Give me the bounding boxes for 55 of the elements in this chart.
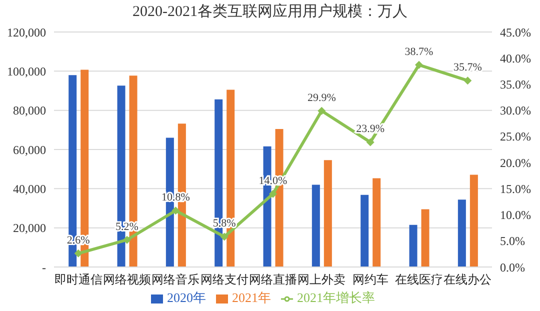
- x-tick-label: 在线医疗: [395, 272, 443, 287]
- bar: [360, 194, 369, 267]
- y2-tick-label: 45.0%: [500, 25, 531, 40]
- point: [318, 106, 326, 115]
- y-tick-label: 120,000: [7, 25, 46, 40]
- y-tick-label: 100,000: [7, 64, 46, 78]
- bar: [421, 209, 430, 267]
- point: [464, 76, 472, 85]
- bar: [470, 174, 478, 267]
- y-tick-label: 80,000: [13, 104, 46, 118]
- x-tick-label: 网上外卖: [298, 272, 346, 287]
- y2-tick-label: 25.0%: [500, 130, 531, 144]
- bar: [372, 178, 381, 267]
- legend-label: 2021年增长率: [297, 290, 375, 305]
- point: [220, 232, 228, 241]
- data-label: 38.7%: [404, 46, 434, 58]
- x-tick-label: 网络直播: [249, 272, 297, 287]
- y-tick-label: 40,000: [13, 182, 46, 196]
- data-label: 29.9%: [307, 92, 336, 104]
- data-label: 5.2%: [116, 220, 138, 233]
- x-tick-label: 即时通信: [54, 272, 102, 287]
- y2-tick-label: 5.0%: [500, 234, 525, 248]
- legend-label: 2021年: [232, 290, 271, 305]
- y-tick-label: -: [42, 260, 46, 274]
- data-label: 35.7%: [453, 62, 482, 74]
- point: [172, 206, 180, 215]
- y2-tick-label: 0.0%: [500, 260, 525, 274]
- point: [366, 138, 374, 146]
- bar: [409, 224, 418, 267]
- x-tick-label: 网络音乐: [152, 272, 200, 287]
- legend-label: 2020年: [167, 290, 206, 305]
- x-tick-label: 网约车: [352, 272, 388, 287]
- bar: [324, 160, 332, 267]
- x-tick-label: 在线办公: [444, 272, 492, 287]
- y2-tick-label: 30.0%: [500, 104, 531, 118]
- bar: [458, 200, 466, 267]
- data-label: 5.8%: [212, 218, 236, 230]
- y-tick-label: 60,000: [13, 142, 46, 157]
- x-tick-label: 网络视频: [103, 272, 151, 287]
- x-tick-label: 网络支付: [200, 272, 248, 287]
- y2-tick-label: 15.0%: [500, 182, 531, 196]
- point: [415, 60, 423, 69]
- point: [269, 190, 277, 198]
- chart-title: 2020-2021各类互联网应用用户规模：万人: [132, 2, 408, 22]
- y2-tick-label: 35.0%: [500, 77, 531, 92]
- point: [123, 236, 131, 244]
- data-label: 2.6%: [66, 234, 90, 246]
- y2-tick-label: 10.0%: [500, 208, 531, 222]
- data-label: 14.0%: [258, 174, 288, 187]
- bar: [312, 184, 320, 267]
- data-label: 10.8%: [161, 192, 190, 204]
- point: [74, 249, 82, 258]
- y-tick-label: 20,000: [13, 221, 46, 236]
- y2-tick-label: 20.0%: [500, 156, 531, 170]
- y2-tick-label: 40.0%: [500, 51, 531, 66]
